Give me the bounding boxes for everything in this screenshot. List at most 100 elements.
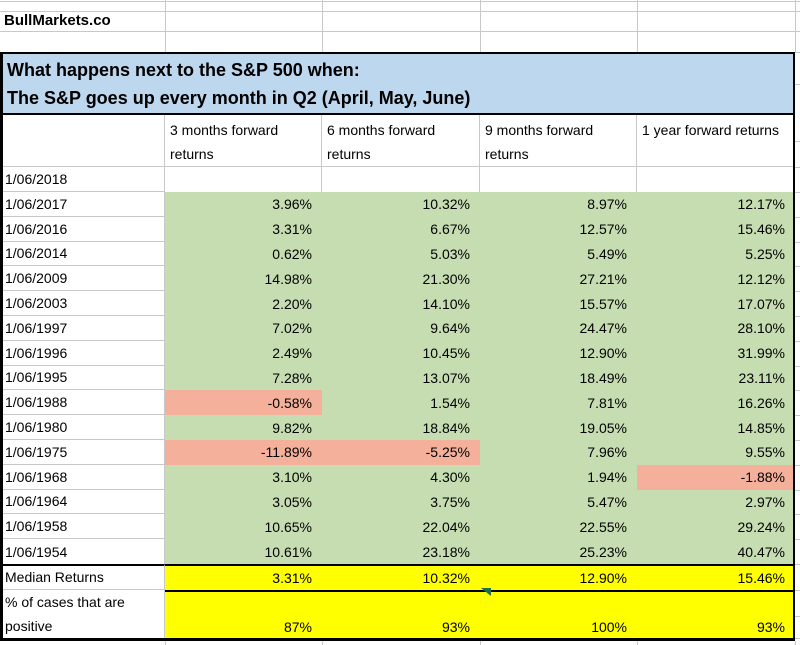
return-cell[interactable]: 1.94% bbox=[480, 464, 637, 490]
return-cell[interactable]: 31.99% bbox=[637, 340, 795, 366]
date-cell[interactable]: 1/06/1988 bbox=[0, 390, 165, 416]
return-cell[interactable]: 12.12% bbox=[637, 266, 795, 292]
return-cell[interactable]: 7.81% bbox=[480, 390, 637, 416]
gridline-h bbox=[795, 266, 800, 267]
return-cell[interactable]: -11.89% bbox=[165, 439, 322, 465]
brand-cell[interactable]: BullMarkets.co bbox=[4, 12, 111, 29]
column-header-6-months[interactable]: 6 months forward returns bbox=[322, 115, 480, 167]
return-cell[interactable]: 27.21% bbox=[480, 266, 637, 292]
return-cell[interactable]: 5.25% bbox=[637, 241, 795, 267]
return-cell[interactable]: 24.47% bbox=[480, 315, 637, 341]
return-cell[interactable]: 5.49% bbox=[480, 241, 637, 267]
percent-positive-label[interactable]: % of cases that are positive bbox=[0, 589, 165, 638]
date-cell[interactable]: 1/06/1968 bbox=[0, 464, 165, 490]
median-value-9-months[interactable]: 12.90% bbox=[480, 563, 637, 590]
return-cell[interactable]: 3.96% bbox=[165, 192, 322, 217]
return-cell[interactable]: 17.07% bbox=[637, 291, 795, 316]
date-cell[interactable]: 1/06/2018 bbox=[0, 167, 165, 192]
percent-positive-6-months[interactable]: 93% bbox=[322, 589, 480, 638]
return-cell[interactable]: 2.97% bbox=[637, 489, 795, 515]
return-cell[interactable]: -1.88% bbox=[637, 464, 795, 490]
return-cell[interactable]: 18.84% bbox=[322, 415, 480, 440]
return-cell[interactable]: 18.49% bbox=[480, 365, 637, 391]
median-value-3-months[interactable]: 3.31% bbox=[165, 563, 322, 590]
return-cell[interactable]: 7.28% bbox=[165, 365, 322, 391]
return-cell[interactable]: 9.82% bbox=[165, 415, 322, 440]
corner-cell[interactable] bbox=[0, 115, 165, 167]
date-cell[interactable]: 1/06/1996 bbox=[0, 340, 165, 366]
return-cell[interactable]: 5.03% bbox=[322, 241, 480, 267]
date-cell[interactable]: 1/06/1997 bbox=[0, 315, 165, 341]
return-cell[interactable]: 3.75% bbox=[322, 489, 480, 515]
date-cell[interactable]: 1/06/2017 bbox=[0, 192, 165, 217]
return-cell[interactable]: 22.55% bbox=[480, 514, 637, 540]
return-cell[interactable]: 7.02% bbox=[165, 315, 322, 341]
median-value-6-months[interactable]: 10.32% bbox=[322, 563, 480, 590]
column-header-3-months[interactable]: 3 months forward returns bbox=[165, 115, 322, 167]
return-cell[interactable]: 10.45% bbox=[322, 340, 480, 366]
return-cell[interactable]: 2.20% bbox=[165, 291, 322, 316]
return-cell[interactable]: 12.90% bbox=[480, 340, 637, 366]
return-cell[interactable]: 15.46% bbox=[637, 216, 795, 242]
return-cell[interactable]: 2.49% bbox=[165, 340, 322, 366]
return-cell[interactable]: 4.30% bbox=[322, 464, 480, 490]
return-cell[interactable] bbox=[322, 167, 480, 192]
return-cell[interactable]: 1.54% bbox=[322, 390, 480, 416]
percent-positive-3-months[interactable]: 87% bbox=[165, 589, 322, 638]
return-cell[interactable]: 3.10% bbox=[165, 464, 322, 490]
return-cell[interactable]: 10.32% bbox=[322, 192, 480, 217]
return-cell[interactable]: 7.96% bbox=[480, 439, 637, 465]
date-cell[interactable]: 1/06/1995 bbox=[0, 365, 165, 391]
return-cell[interactable]: 5.47% bbox=[480, 489, 637, 515]
return-cell[interactable]: -5.25% bbox=[322, 439, 480, 465]
median-returns-label[interactable]: Median Returns bbox=[0, 563, 165, 590]
return-cell[interactable]: 22.04% bbox=[322, 514, 480, 540]
return-cell[interactable]: 13.07% bbox=[322, 365, 480, 391]
return-cell[interactable]: 14.85% bbox=[637, 415, 795, 440]
return-cell[interactable]: -0.58% bbox=[165, 390, 322, 416]
return-cell[interactable]: 9.64% bbox=[322, 315, 480, 341]
return-cell[interactable]: 19.05% bbox=[480, 415, 637, 440]
return-cell[interactable]: 28.10% bbox=[637, 315, 795, 341]
date-cell[interactable]: 1/06/1980 bbox=[0, 415, 165, 440]
return-cell[interactable]: 8.97% bbox=[480, 192, 637, 217]
return-cell[interactable]: 23.11% bbox=[637, 365, 795, 391]
return-cell[interactable]: 6.67% bbox=[322, 216, 480, 242]
return-cell[interactable]: 25.23% bbox=[480, 539, 637, 564]
return-cell[interactable]: 23.18% bbox=[322, 539, 480, 564]
column-header-1-year[interactable]: 1 year forward returns bbox=[637, 115, 795, 167]
return-cell[interactable]: 21.30% bbox=[322, 266, 480, 292]
return-cell[interactable]: 12.57% bbox=[480, 216, 637, 242]
return-cell[interactable]: 3.31% bbox=[165, 216, 322, 242]
column-header-9-months[interactable]: 9 months forward returns bbox=[480, 115, 637, 167]
date-cell[interactable]: 1/06/1975 bbox=[0, 439, 165, 465]
return-cell[interactable] bbox=[480, 167, 637, 192]
title-block[interactable]: What happens next to the S&P 500 when: T… bbox=[0, 52, 795, 115]
date-cell[interactable]: 1/06/1958 bbox=[0, 514, 165, 540]
date-cell[interactable]: 1/06/2014 bbox=[0, 241, 165, 267]
date-cell[interactable]: 1/06/2009 bbox=[0, 266, 165, 292]
return-cell[interactable]: 16.26% bbox=[637, 390, 795, 416]
return-cell[interactable]: 0.62% bbox=[165, 241, 322, 267]
return-cell[interactable]: 9.55% bbox=[637, 439, 795, 465]
return-cell[interactable] bbox=[165, 167, 322, 192]
return-cell[interactable]: 14.98% bbox=[165, 266, 322, 292]
return-cell[interactable] bbox=[637, 167, 795, 192]
return-cell[interactable]: 10.61% bbox=[165, 539, 322, 564]
date-cell[interactable]: 1/06/2016 bbox=[0, 216, 165, 242]
return-cell[interactable]: 40.47% bbox=[637, 539, 795, 564]
table-border-bottom bbox=[0, 638, 795, 641]
median-value-1-year[interactable]: 15.46% bbox=[637, 563, 795, 590]
date-cell[interactable]: 1/06/2003 bbox=[0, 291, 165, 316]
gridline-h bbox=[795, 291, 800, 292]
return-cell[interactable]: 29.24% bbox=[637, 514, 795, 540]
date-cell[interactable]: 1/06/1954 bbox=[0, 539, 165, 564]
return-cell[interactable]: 10.65% bbox=[165, 514, 322, 540]
date-cell[interactable]: 1/06/1964 bbox=[0, 489, 165, 515]
percent-positive-1-year[interactable]: 93% bbox=[637, 589, 795, 638]
return-cell[interactable]: 15.57% bbox=[480, 291, 637, 316]
return-cell[interactable]: 3.05% bbox=[165, 489, 322, 515]
return-cell[interactable]: 12.17% bbox=[637, 192, 795, 217]
return-cell[interactable]: 14.10% bbox=[322, 291, 480, 316]
percent-positive-9-months[interactable]: 100% bbox=[480, 589, 637, 638]
